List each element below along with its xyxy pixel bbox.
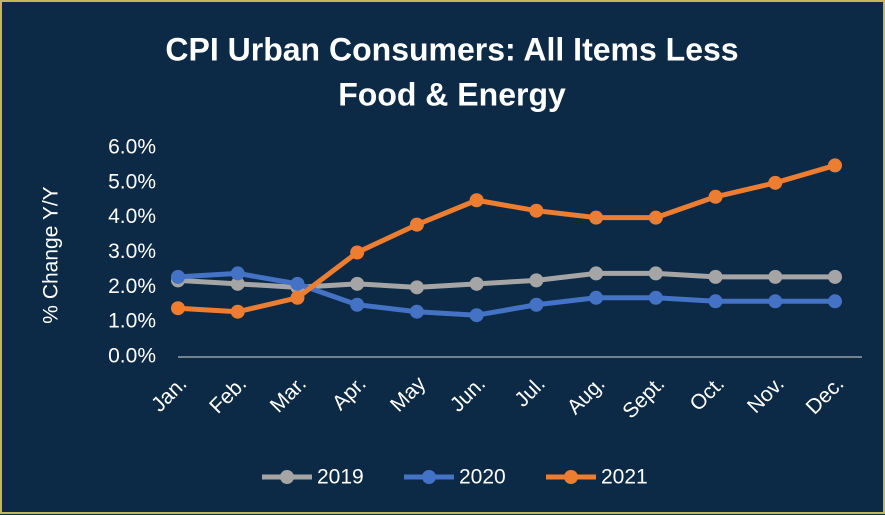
point (230, 304, 245, 319)
point (708, 294, 723, 309)
point (828, 269, 842, 284)
point (589, 210, 604, 225)
point (230, 276, 245, 291)
point (529, 273, 544, 288)
point (648, 266, 663, 281)
legend-marker (564, 470, 578, 484)
series-line (177, 163, 836, 315)
y-tick-label: 4.0% (108, 205, 156, 228)
point (469, 276, 484, 291)
y-tick-label: 1.0% (108, 310, 156, 333)
point (171, 269, 185, 284)
point (350, 245, 365, 260)
point (409, 217, 424, 232)
point (648, 290, 663, 305)
y-axis-label: % Change Y/Y (40, 186, 63, 323)
point (768, 175, 783, 190)
series-line (177, 270, 835, 290)
legend-label: 2020 (459, 466, 506, 489)
point (230, 266, 245, 281)
point (350, 297, 365, 312)
y-tick-label: 0.0% (108, 345, 156, 368)
point (290, 290, 305, 305)
point (589, 266, 604, 281)
chart-title: CPI Urban Consumers: All Items Less (165, 31, 738, 67)
point (409, 280, 424, 295)
point (589, 290, 604, 305)
point (171, 301, 185, 316)
y-tick-label: 6.0% (108, 136, 156, 159)
y-tick-label: 2.0% (108, 275, 156, 298)
point (828, 294, 842, 309)
legend-marker (280, 470, 294, 484)
y-tick-label: 3.0% (108, 240, 156, 263)
point (828, 158, 842, 173)
point (409, 304, 424, 319)
point (469, 193, 484, 208)
point (768, 269, 783, 284)
chart-title: Food & Energy (338, 76, 566, 112)
point (648, 210, 663, 225)
point (708, 269, 723, 284)
series-line (177, 270, 835, 318)
point (768, 294, 783, 309)
legend-label: 2021 (601, 466, 648, 489)
point (350, 276, 365, 291)
point (469, 308, 484, 323)
point (529, 203, 544, 218)
point (290, 276, 305, 291)
point (708, 189, 723, 204)
legend-label: 2019 (317, 466, 364, 489)
point (529, 297, 544, 312)
legend-marker (422, 470, 436, 484)
y-tick-label: 5.0% (108, 170, 156, 193)
